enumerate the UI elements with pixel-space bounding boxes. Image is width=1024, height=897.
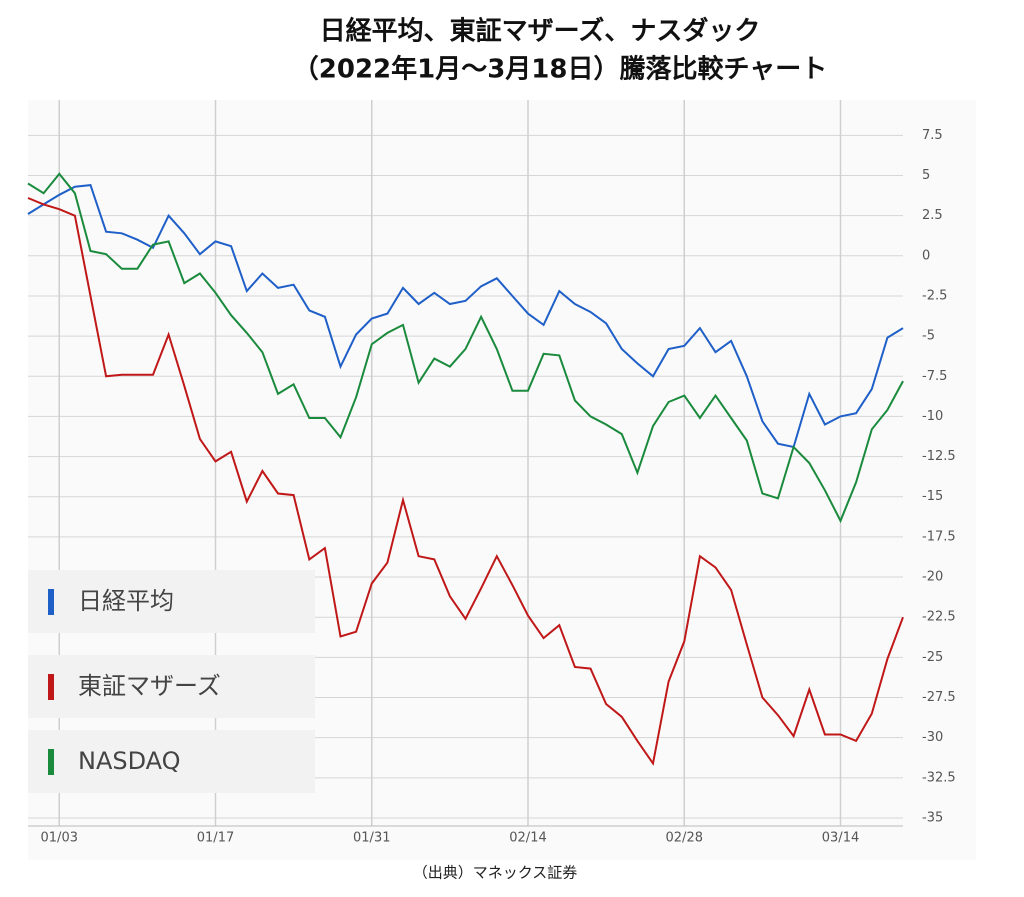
y-tick-label: -35 — [922, 811, 943, 826]
y-tick-label: -27.5 — [922, 690, 956, 705]
legend-label: 日経平均 — [78, 587, 174, 615]
y-tick-label: 7.5 — [922, 128, 943, 143]
y-tick-label: -20 — [922, 570, 943, 585]
series-line — [27, 172, 904, 524]
legend-item — [28, 655, 315, 718]
legend-item — [28, 730, 315, 793]
y-tick-label: 2.5 — [922, 208, 943, 223]
chart-title: （2022年1月～3月18日）騰落比較チャート — [293, 54, 827, 85]
y-tick-label: -7.5 — [922, 369, 947, 384]
y-tick-label: -12.5 — [922, 449, 956, 464]
y-tick-label: -5 — [922, 329, 935, 344]
y-tick-label: -22.5 — [922, 610, 956, 625]
legend-swatch — [48, 749, 54, 775]
x-tick-label: 01/31 — [353, 831, 390, 846]
y-tick-label: -10 — [922, 409, 943, 424]
legend-swatch — [48, 674, 54, 700]
y-tick-label: -30 — [922, 730, 943, 745]
legend-label: NASDAQ — [78, 747, 181, 775]
x-tick-label: 01/17 — [197, 831, 234, 846]
y-tick-label: 5 — [922, 168, 930, 183]
y-tick-label: 0 — [922, 248, 930, 263]
series-line — [27, 184, 904, 449]
legend-label: 東証マザーズ — [78, 672, 221, 700]
x-tick-label: 02/28 — [666, 831, 703, 846]
y-tick-label: -32.5 — [922, 770, 956, 785]
x-tick-label: 01/03 — [41, 831, 78, 846]
source: （出典）マネックス証券 — [413, 864, 578, 882]
y-tick-label: -17.5 — [922, 529, 956, 544]
y-tick-label: -2.5 — [922, 288, 947, 303]
x-tick-label: 02/14 — [509, 831, 546, 846]
series-line — [27, 197, 904, 766]
legend-item — [28, 570, 315, 633]
chart-title: 日経平均、東証マザーズ、ナスダック — [320, 16, 761, 47]
legend-swatch — [48, 589, 54, 615]
y-tick-label: -15 — [922, 489, 943, 504]
x-tick-label: 03/14 — [822, 831, 859, 846]
y-tick-label: -25 — [922, 650, 943, 665]
